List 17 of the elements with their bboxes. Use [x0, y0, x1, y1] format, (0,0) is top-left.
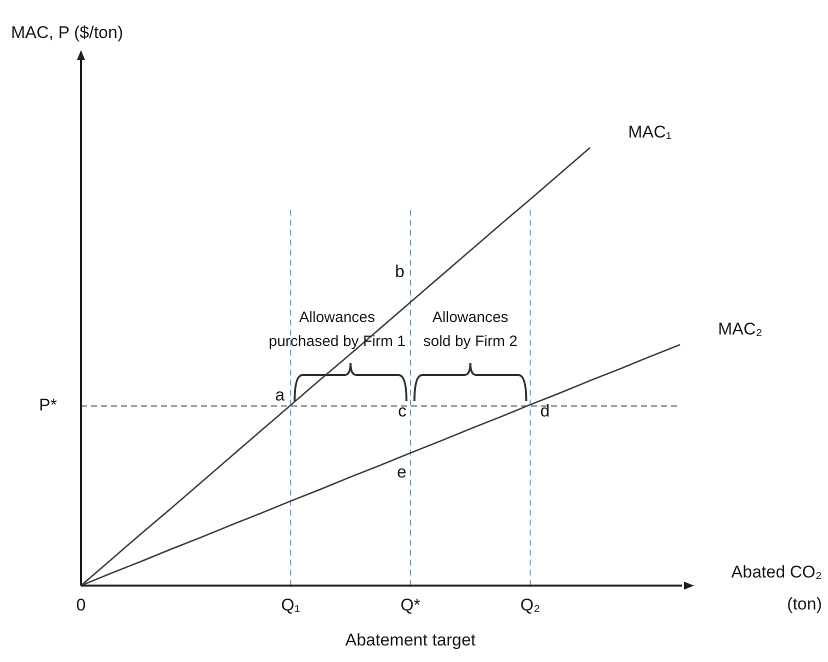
annotation: c — [398, 402, 407, 421]
annotation: b — [394, 262, 404, 281]
text: MAC₁ — [628, 122, 672, 142]
text: MAC₂ — [718, 320, 762, 339]
ref-line-label: P* — [39, 396, 58, 415]
annotation: d — [540, 402, 550, 421]
x-tick-label: Q* — [400, 595, 421, 614]
annotation: a — [275, 386, 286, 405]
annotation: e — [396, 462, 406, 482]
annotation: Allowances sold by Firm 2 — [423, 309, 518, 350]
x-tick-label: Q₂ — [520, 595, 540, 614]
x-tick-label: Q₁ — [281, 595, 300, 614]
text: MAC, P ($/ton) — [11, 23, 124, 42]
x-tick-label: 0 — [76, 595, 86, 614]
x-axis-title: Abated CO₂ (ton) — [731, 562, 822, 614]
text: Abatement target — [345, 630, 476, 650]
annotation: Allowances purchased by Firm 1 — [268, 309, 406, 350]
